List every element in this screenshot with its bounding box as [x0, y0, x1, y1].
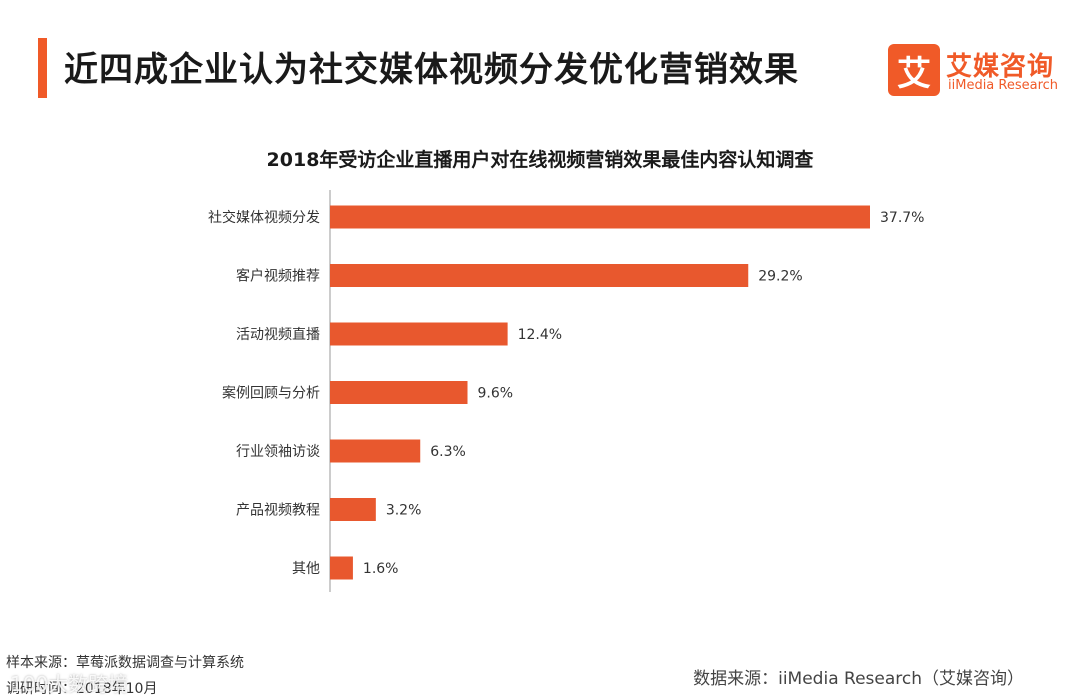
category-label: 客户视频推荐	[236, 268, 320, 285]
page-title: 近四成企业认为社交媒体视频分发优化营销效果	[64, 50, 799, 90]
value-label: 3.2%	[386, 503, 422, 519]
value-label: 9.6%	[478, 386, 514, 402]
survey-time: 调研时间：2018年10月	[6, 681, 158, 697]
bar	[330, 205, 870, 229]
bar	[330, 264, 749, 287]
bar	[330, 556, 353, 580]
value-label: 6.3%	[430, 444, 466, 460]
category-label: 其他	[292, 561, 320, 577]
value-label: 37.7%	[880, 210, 924, 226]
logo-name-cn: 艾媒咨询	[946, 52, 1055, 82]
watermark: 100大数跨境	[10, 672, 129, 696]
bar	[330, 498, 376, 521]
value-label: 29.2%	[758, 269, 802, 285]
data-source: 数据来源：iiMedia Research（艾媒咨询）	[693, 669, 1024, 689]
brand-logo: 艾 艾媒咨询 iiMedia Research	[888, 44, 1068, 100]
bar	[330, 322, 508, 346]
logo-mark: 艾	[888, 44, 940, 96]
category-label: 社交媒体视频分发	[208, 209, 320, 226]
logo-name-en: iiMedia Research	[948, 78, 1059, 93]
bar	[330, 381, 468, 404]
category-label: 行业领袖访谈	[236, 444, 320, 460]
value-label: 1.6%	[363, 561, 399, 577]
chart-title: 2018年受访企业直播用户对在线视频营销效果最佳内容认知调查	[266, 149, 814, 171]
category-label: 活动视频直播	[236, 326, 320, 343]
value-label: 12.4%	[518, 327, 562, 343]
title-accent-bar	[38, 38, 47, 98]
sample-source: 样本来源：草莓派数据调查与计算系统	[6, 655, 244, 671]
category-label: 产品视频教程	[236, 503, 320, 519]
category-label: 案例回顾与分析	[222, 385, 320, 402]
bar	[330, 439, 421, 463]
